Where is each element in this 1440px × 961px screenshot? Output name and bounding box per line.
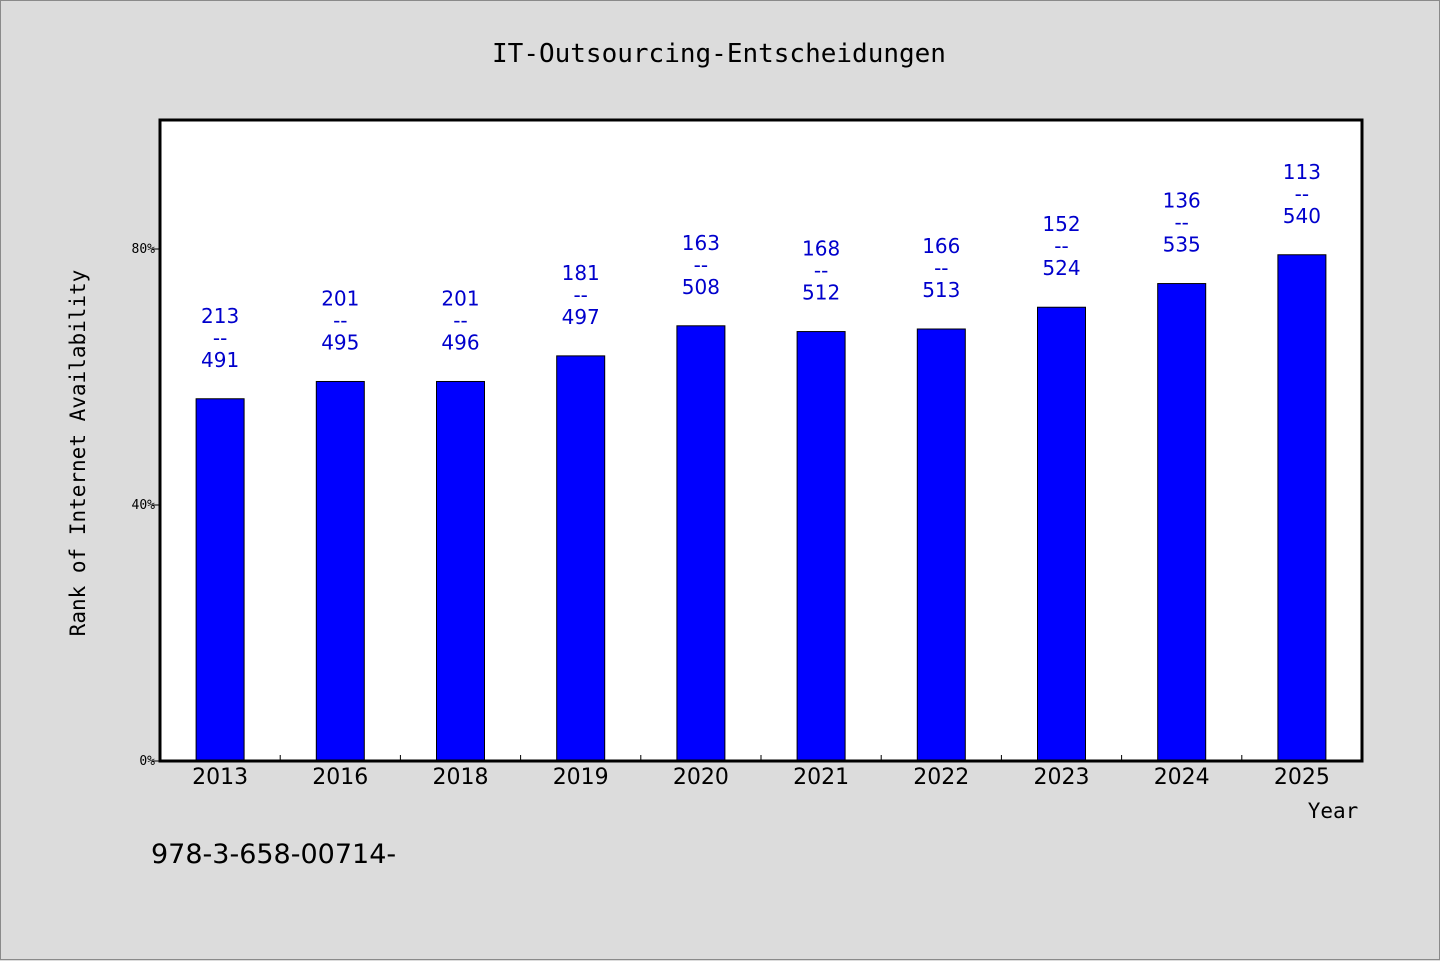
bar-data-label-2021-line-2: --	[814, 259, 828, 283]
bar-data-label-2018-line-3: 496	[441, 330, 479, 354]
plot-frame	[158, 118, 1364, 763]
y-axis-label: Rank of Internet Availability	[66, 270, 90, 637]
bar-data-label-2023-line-1: 152	[1042, 212, 1080, 236]
bar-data-label-2018-line-2: --	[453, 308, 467, 332]
y-tick-label-0: 0%	[139, 754, 155, 769]
bar-data-label-2021-line-1: 168	[802, 237, 840, 261]
x-axis-ticks: 2013 2016 2018 2019 2020 2021 2022 2023 2024 2025	[192, 755, 1330, 790]
x-tick-label-2023: 2023	[1034, 765, 1090, 790]
x-tick-label-2020: 2020	[673, 765, 729, 790]
bar-labels-group: 213--491201--495201--496181--497163--508…	[201, 160, 1321, 372]
bar-2019	[556, 355, 606, 762]
x-tick-label-2013: 2013	[192, 765, 248, 790]
bar-data-label-2025-line-3: 540	[1283, 204, 1321, 228]
bar-data-label-2024-line-3: 535	[1163, 233, 1201, 257]
bar-2021	[796, 331, 846, 762]
bar-2022	[916, 328, 966, 762]
bar-data-label-2023-line-2: --	[1054, 234, 1068, 258]
bar-data-label-2018-line-1: 201	[441, 286, 479, 310]
bar-2016	[315, 380, 365, 762]
bar-data-label-2013-line-3: 491	[201, 348, 239, 372]
bar-2024	[1157, 283, 1207, 762]
x-tick-label-2019: 2019	[553, 765, 609, 790]
x-tick-label-2025: 2025	[1274, 765, 1330, 790]
bar-data-label-2022-line-2: --	[934, 256, 948, 280]
y-tick-label-80: 80%	[132, 242, 156, 257]
bar-data-label-2024-line-2: --	[1174, 211, 1188, 235]
x-tick-label-2024: 2024	[1154, 765, 1210, 790]
bar-data-label-2022-line-3: 513	[922, 278, 960, 302]
bar-data-label-2016-line-3: 495	[321, 330, 359, 354]
bar-data-label-2024-line-1: 136	[1163, 189, 1201, 213]
bar-data-label-2025-line-1: 113	[1283, 160, 1321, 184]
bar-data-label-2019-line-2: --	[573, 283, 587, 307]
bar-2020	[676, 325, 726, 762]
x-tick-label-2021: 2021	[793, 765, 849, 790]
bar-data-label-2013-line-1: 213	[201, 304, 239, 328]
x-tick-label-2016: 2016	[312, 765, 368, 790]
y-axis-ticks: 0% 40% 80%	[132, 242, 160, 769]
bar-data-label-2016-line-2: --	[333, 308, 347, 332]
bar-2013	[195, 398, 245, 762]
x-axis-label: Year	[1308, 799, 1359, 823]
chart-title: IT-Outsourcing-Entscheidungen	[492, 39, 946, 69]
bar-data-label-2013-line-2: --	[213, 326, 227, 350]
bar-data-label-2019-line-1: 181	[562, 261, 600, 285]
bar-data-label-2025-line-2: --	[1295, 182, 1309, 206]
y-tick-label-40: 40%	[132, 498, 156, 513]
bar-data-label-2016-line-1: 201	[321, 286, 359, 310]
bar-2023	[1037, 306, 1086, 762]
bar-data-label-2020-line-2: --	[694, 253, 708, 277]
bar-2018	[436, 380, 485, 762]
bars-group	[195, 254, 1327, 762]
bar-data-label-2022-line-1: 166	[922, 234, 960, 258]
bar-2025	[1277, 254, 1327, 762]
footnote-isbn: 978-3-658-00714-	[151, 839, 396, 870]
bar-data-label-2019-line-3: 497	[562, 305, 600, 329]
x-tick-label-2018: 2018	[433, 765, 489, 790]
bar-data-label-2020-line-3: 508	[682, 275, 720, 299]
bar-data-label-2021-line-3: 512	[802, 281, 840, 305]
bar-data-label-2023-line-3: 524	[1042, 256, 1080, 280]
bar-data-label-2020-line-1: 163	[682, 231, 720, 255]
x-tick-label-2022: 2022	[913, 765, 969, 790]
